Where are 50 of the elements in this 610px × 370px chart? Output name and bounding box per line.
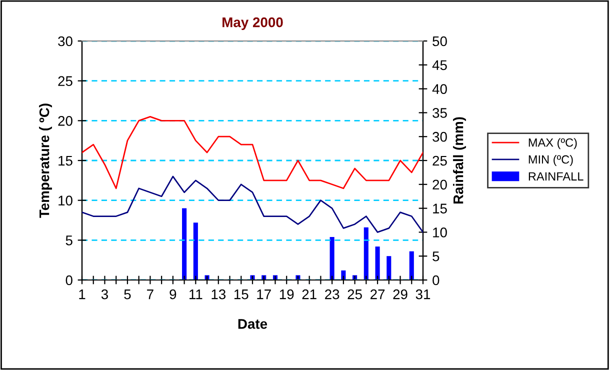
- y2-tick-label: 10: [433, 228, 447, 238]
- x-tick-label: 19: [280, 289, 294, 300]
- x-tick-label: 23: [325, 289, 340, 300]
- line-series: [82, 116, 423, 190]
- legend-label: MAX (ºC): [528, 138, 577, 150]
- x-tick-label: 17: [257, 290, 271, 300]
- bar: [375, 246, 380, 280]
- x-axis-title: Date: [238, 319, 268, 329]
- legend-label: RAINFALL: [528, 172, 584, 180]
- y2-tick-label: 20: [432, 180, 447, 190]
- y2-tick-label: 50: [432, 36, 447, 46]
- x-tick-label: 1: [79, 290, 86, 300]
- y-tick-label: 15: [58, 156, 72, 166]
- bar: [182, 208, 187, 280]
- y2-tick-label: 35: [432, 108, 447, 118]
- y-tick-label: 25: [58, 76, 72, 86]
- y-tick-label: 30: [58, 36, 72, 46]
- chart-title: May 2000: [222, 17, 283, 30]
- y2-tick-label: 40: [432, 84, 447, 94]
- x-tick-label: 31: [416, 289, 430, 300]
- y-tick-label: 10: [58, 196, 72, 206]
- legend-label: MIN (ºC): [528, 155, 573, 166]
- x-tick-label: 13: [212, 289, 226, 300]
- y-axis-title: Temperature ( ºC): [39, 104, 52, 218]
- x-tick-label: 9: [170, 289, 176, 300]
- bar: [330, 236, 334, 280]
- y-tick-label: 20: [58, 116, 72, 126]
- y2-tick-label: 5: [432, 252, 440, 262]
- y-tick-label: 5: [66, 236, 72, 246]
- y2-axis-title: Rainfall (mm): [453, 117, 466, 204]
- x-tick-label: 21: [302, 289, 316, 300]
- bar: [364, 227, 368, 280]
- x-tick-label: 27: [370, 289, 385, 300]
- x-tick-label: 25: [348, 289, 362, 300]
- y2-tick-label: 25: [432, 156, 447, 166]
- line-series: [82, 176, 423, 233]
- x-tick-label: 5: [124, 290, 131, 300]
- y2-tick-label: 30: [432, 132, 447, 142]
- y2-tick-label: 15: [433, 204, 447, 214]
- bar: [386, 256, 392, 280]
- x-tick-label: 3: [101, 289, 108, 300]
- x-tick-label: 29: [393, 289, 408, 300]
- bar: [193, 222, 198, 280]
- bar: [409, 251, 414, 280]
- x-tick-label: 7: [147, 290, 154, 300]
- x-tick-label: 11: [190, 290, 202, 300]
- y-tick-label: 0: [66, 275, 72, 286]
- y2-tick-label: 0: [432, 275, 440, 286]
- y2-tick-label: 45: [432, 60, 447, 70]
- x-tick-label: 15: [234, 290, 248, 300]
